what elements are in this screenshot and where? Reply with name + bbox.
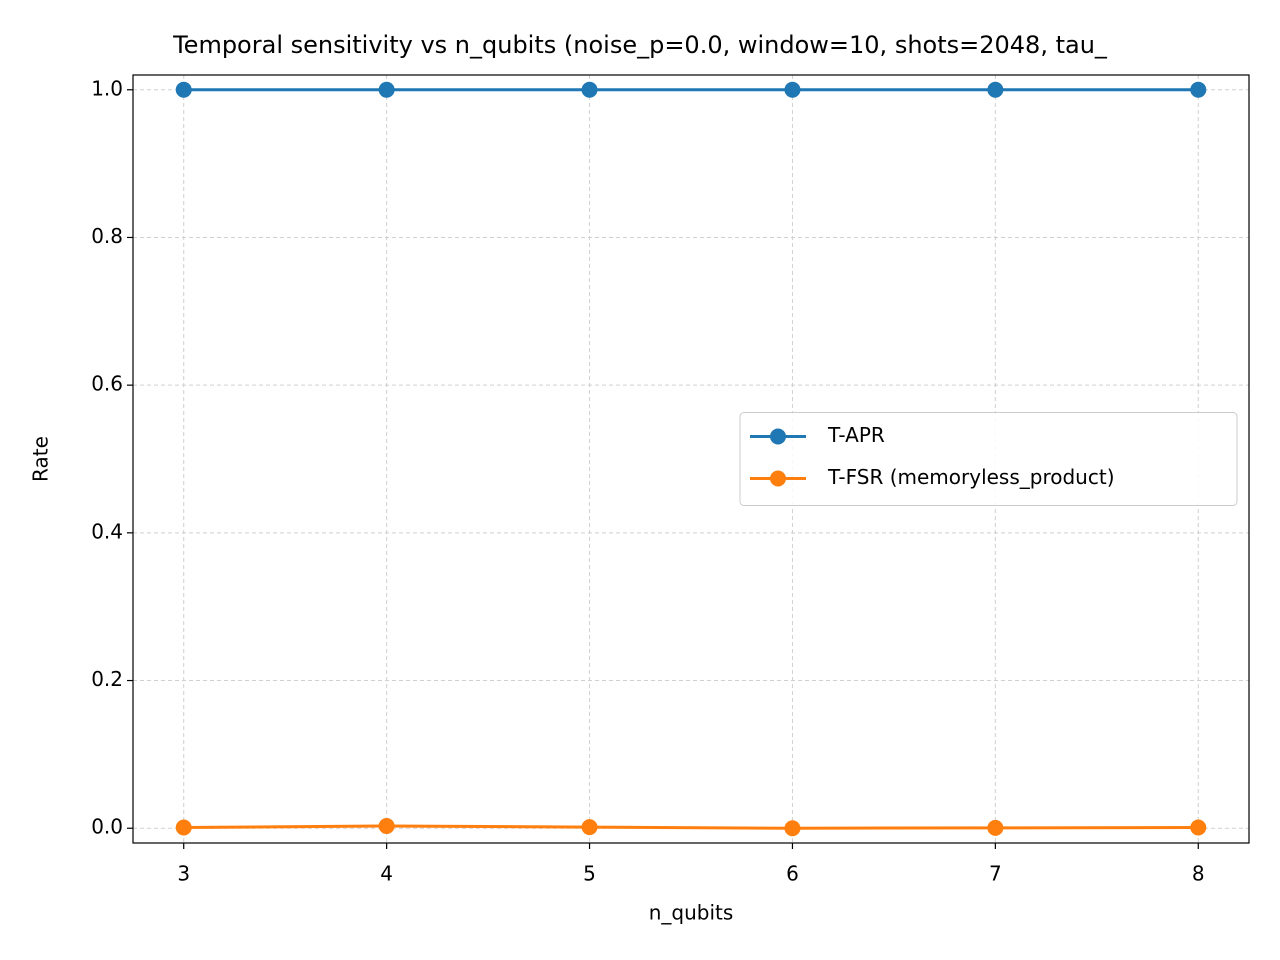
data-point: [378, 81, 395, 98]
data-point: [987, 81, 1004, 98]
legend: T-APR T-FSR (memoryless_product): [739, 412, 1238, 506]
data-point: [581, 819, 598, 836]
x-tick-label: 6: [786, 862, 799, 886]
chart-title: Temporal sensitivity vs n_qubits (noise_…: [172, 31, 1108, 59]
series-line: [183, 824, 1199, 830]
y-tick-label: 0.2: [91, 667, 123, 691]
x-tick-label: 4: [380, 862, 393, 886]
data-point: [987, 819, 1004, 836]
data-point: [378, 818, 395, 835]
x-axis-label: n_qubits: [649, 901, 734, 925]
legend-label: T-FSR (memoryless_product): [827, 465, 1115, 489]
legend-marker: [770, 470, 786, 487]
legend-box: [739, 412, 1238, 506]
data-point: [581, 81, 598, 98]
x-tick-label: 5: [583, 862, 596, 886]
data-point: [1190, 81, 1207, 98]
y-tick-label: 1.0: [91, 76, 123, 100]
data-point: [1190, 819, 1207, 836]
y-tick-label: 0.6: [91, 372, 123, 396]
y-tick-label: 0.8: [91, 224, 123, 248]
x-tick-label: 3: [177, 862, 190, 886]
y-axis-label: Rate: [29, 436, 53, 482]
data-point: [784, 81, 801, 98]
plot-frame: [132, 74, 1250, 844]
data-point: [175, 819, 192, 836]
legend-marker: [770, 428, 786, 445]
legend-label: T-APR: [827, 423, 885, 447]
x-tick-label: 8: [1192, 862, 1205, 886]
data-point: [784, 820, 801, 837]
y-tick-label: 0.4: [91, 519, 123, 543]
data-point: [175, 81, 192, 98]
x-tick-label: 7: [989, 862, 1002, 886]
y-tick-label: 0.0: [91, 815, 123, 839]
